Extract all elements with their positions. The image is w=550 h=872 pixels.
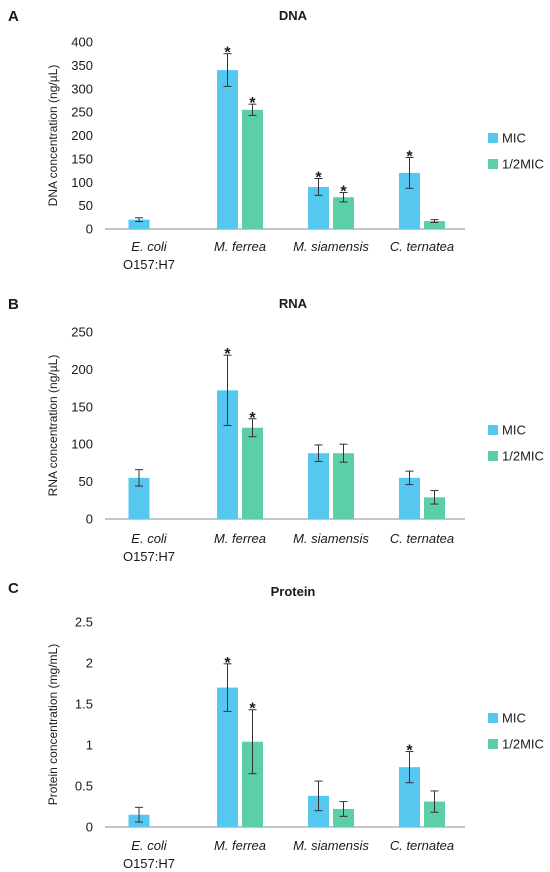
panel-b-bar — [128, 477, 150, 519]
panel-c-legend-label: MIC — [502, 711, 526, 726]
panel-b-legend-swatch — [488, 451, 498, 461]
panel-b-y-tick-label: 150 — [71, 399, 93, 414]
panel-a-category-label: C. ternatea — [390, 239, 454, 254]
panel-b-y-tick-label: 0 — [86, 512, 93, 527]
panel-c-category-label: C. ternatea — [390, 838, 454, 853]
panel-b-category-label: M. siamensis — [293, 531, 369, 546]
panel-c-significance-marker: * — [406, 743, 413, 760]
panel-a-y-tick-label: 50 — [79, 198, 93, 213]
panel-a-legend-swatch — [488, 159, 498, 169]
panel-c-legend-swatch — [488, 739, 498, 749]
panel-b-category-label: E. coli — [131, 531, 168, 546]
panel-a-significance-marker: * — [315, 170, 322, 187]
panel-b-y-tick-label: 50 — [79, 474, 93, 489]
panel-c-significance-marker: * — [224, 655, 231, 672]
panel-a-y-tick-label: 150 — [71, 151, 93, 166]
panel-c-bar — [217, 687, 238, 827]
panel-a-significance-marker: * — [224, 45, 231, 62]
panel-b-legend-swatch — [488, 425, 498, 435]
panel-c-legend-label: 1/2MIC — [502, 737, 544, 752]
panel-a-category-label: M. siamensis — [293, 239, 369, 254]
panel-b-y-tick-label: 200 — [71, 362, 93, 377]
panel-b-category-label: C. ternatea — [390, 531, 454, 546]
panel-a-significance-marker: * — [249, 95, 256, 112]
panel-b-category-label: M. ferrea — [214, 531, 266, 546]
panel-a-bar — [128, 219, 150, 229]
panel-c-letter: C — [8, 580, 19, 597]
panel-a-letter: A — [8, 8, 19, 25]
panel-a-legend-swatch — [488, 133, 498, 143]
panel-b-bar — [308, 453, 329, 519]
panel-b-bar — [399, 477, 420, 519]
panel-c-category-label: E. coli — [131, 838, 168, 853]
panel-a-y-tick-label: 200 — [71, 128, 93, 143]
panel-c-bar — [242, 741, 263, 827]
panel-a-y-tick-label: 250 — [71, 105, 93, 120]
panel-a-y-tick-label: 300 — [71, 81, 93, 96]
panel-c-bar — [333, 808, 354, 827]
panel-a-legend-label: 1/2MIC — [502, 157, 544, 172]
panel-b-significance-marker: * — [249, 410, 256, 427]
panel-c-bar — [424, 801, 445, 827]
panel-a-bar — [424, 221, 445, 229]
panel-b-y-axis-label: RNA concentration (ng/µL) — [46, 355, 60, 497]
panel-a-category-sublabel: O157:H7 — [123, 257, 175, 272]
panel-c-bar — [399, 767, 420, 827]
panel-c-y-tick-label: 1.5 — [75, 697, 93, 712]
panel-c-title: Protein — [271, 584, 316, 599]
panel-b-legend-label: MIC — [502, 423, 526, 438]
panel-c-category-label: M. siamensis — [293, 838, 369, 853]
panel-a-bar — [308, 186, 329, 229]
panel-c-category-label: M. ferrea — [214, 838, 266, 853]
panel-a-bar — [217, 70, 238, 229]
panel-a-y-tick-label: 350 — [71, 58, 93, 73]
panel-c-y-tick-label: 2.5 — [75, 615, 93, 630]
panel-a-bar — [242, 109, 263, 229]
panel-c-y-tick-label: 0 — [86, 820, 93, 835]
panel-a-significance-marker: * — [406, 148, 413, 165]
panel-b-legend-label: 1/2MIC — [502, 449, 544, 464]
panel-b-bar — [333, 453, 354, 519]
panel-c-y-axis-label: Protein concentration (mg/mL) — [46, 644, 60, 805]
panel-a-y-tick-label: 400 — [71, 35, 93, 50]
panel-b-significance-marker: * — [224, 346, 231, 363]
panel-b-y-tick-label: 250 — [71, 325, 93, 340]
panel-b-bar — [217, 390, 238, 519]
panel-c-significance-marker: * — [249, 701, 256, 718]
panel-b-bar — [242, 427, 263, 519]
panel-a-y-tick-label: 0 — [86, 222, 93, 237]
panel-b-category-sublabel: O157:H7 — [123, 549, 175, 564]
panel-a-significance-marker: * — [340, 184, 347, 201]
panel-a-bar — [399, 172, 420, 229]
panel-c-y-tick-label: 0.5 — [75, 779, 93, 794]
panel-b-title: RNA — [279, 296, 308, 311]
panel-c-bar — [308, 795, 329, 827]
panel-b-letter: B — [8, 296, 19, 313]
panel-a-legend-label: MIC — [502, 131, 526, 146]
panel-b-y-tick-label: 100 — [71, 437, 93, 452]
panel-a-category-label: M. ferrea — [214, 239, 266, 254]
panel-c-y-tick-label: 2 — [86, 656, 93, 671]
panel-a-bar — [333, 197, 354, 229]
panel-b-bar — [424, 497, 445, 519]
panel-c-y-tick-label: 1 — [86, 738, 93, 753]
panel-a-title: DNA — [279, 8, 308, 23]
panel-c-category-sublabel: O157:H7 — [123, 856, 175, 871]
panel-a-y-axis-label: DNA concentration (ng/µL) — [46, 65, 60, 207]
panel-a-category-label: E. coli — [131, 239, 168, 254]
panel-c-legend-swatch — [488, 713, 498, 723]
panel-a-y-tick-label: 100 — [71, 175, 93, 190]
